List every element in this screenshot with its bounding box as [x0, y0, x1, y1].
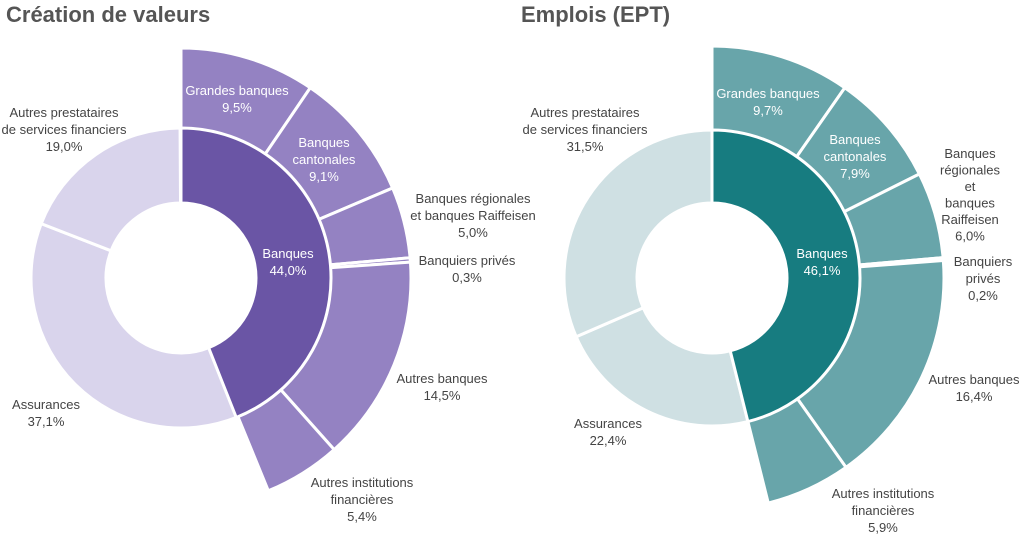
label-banques-total: Banques 46,1%	[796, 246, 848, 278]
slice-assurances	[29, 221, 240, 430]
slice-banques-total	[710, 128, 862, 424]
label-banquiers-prives: Banquiers privés 0,3%	[419, 253, 516, 285]
label-banques-total: Banques 44,0%	[262, 246, 314, 278]
label-autres-institutions-financieres: Autres institutions financières 5,4%	[311, 475, 414, 524]
label-banquiers-prives: Banquiers privés 0,2%	[954, 254, 1013, 303]
chart-title: Emplois (EPT)	[521, 2, 670, 27]
label-banques-regionales-et-banques-raiffeisen: Banques régionales et banques Raiffeisen 6,0%	[940, 146, 1000, 244]
label-autres-banques: Autres banques 16,4%	[928, 372, 1020, 404]
slice-autres-prestataires-de-services-financiers	[562, 128, 714, 339]
label-autres-institutions-financieres: Autres institutions financières 5,9%	[832, 486, 935, 535]
label-autres-prestataires-de-services-financiers: Autres prestataires de services financier…	[523, 105, 648, 154]
label-grandes-banques: Grandes banques 9,7%	[716, 86, 820, 118]
label-grandes-banques: Grandes banques 9,5%	[185, 83, 289, 115]
donut-chart-2: Emplois (EPT) Grandes banques 9,7%Banques c…	[521, 2, 1020, 535]
label-banques-cantonales: Banques cantonales 7,9%	[824, 132, 887, 181]
slice-banques-total	[179, 126, 333, 420]
chart-title: Création de valeurs	[6, 2, 210, 27]
label-banques-cantonales: Banques cantonales 9,1%	[293, 135, 356, 184]
label-autres-prestataires-de-services-financiers: Autres prestataires de services financier…	[2, 105, 127, 154]
label-banques-regionales-et-banques-raiffeisen: Banques régionales et banques Raiffeisen 5…	[410, 191, 536, 240]
slice-assurances	[574, 305, 750, 428]
label-assurances: Assurances 22,4%	[574, 416, 642, 448]
label-autres-banques: Autres banques 14,5%	[396, 371, 488, 403]
label-assurances: Assurances 37,1%	[12, 397, 80, 429]
slice-autres-prestataires-de-services-financiers	[39, 126, 183, 253]
